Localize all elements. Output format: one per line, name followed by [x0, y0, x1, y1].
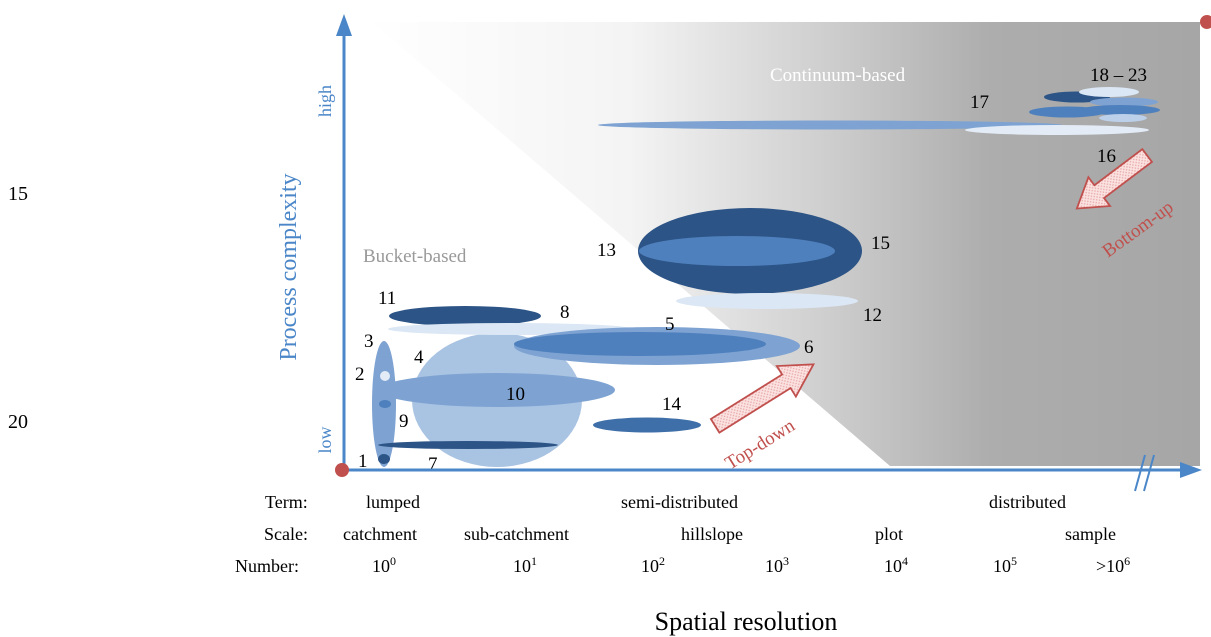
axis-break-mark-2: [1143, 454, 1155, 492]
corner-dot: [1200, 15, 1211, 29]
scale-sample: sample: [1065, 524, 1116, 544]
model-23-ellipse: [1099, 114, 1147, 122]
x-axis-title: Spatial resolution: [655, 607, 838, 636]
scale-catchment: catchment: [343, 524, 417, 544]
model-label-12: 12: [863, 305, 882, 326]
model-label-5: 5: [665, 314, 675, 335]
model-2-dot: [380, 371, 390, 381]
model-20-ellipse: [1090, 97, 1158, 107]
model-19-ellipse: [1079, 87, 1139, 97]
model-5-ellipse: [514, 332, 766, 356]
y-axis-high-label: high: [315, 85, 335, 117]
model-label-1: 1: [358, 451, 368, 472]
y-axis-title: Process complexity: [276, 173, 302, 360]
number-1e5: 105: [993, 554, 1017, 576]
scale-sub-catchment: sub-catchment: [464, 524, 569, 544]
model-11-ellipse: [389, 306, 541, 326]
model-label-4: 4: [414, 347, 424, 368]
term-row: Term: lumped semi-distributed distribute…: [265, 492, 1066, 512]
line-number-20: 20: [8, 411, 28, 433]
number-1e4: 104: [884, 554, 908, 576]
top-down-arrow: [709, 363, 816, 434]
bottom-up-arrow: [1075, 147, 1154, 210]
model-label-13: 13: [597, 240, 616, 261]
model-label-8: 8: [560, 302, 570, 323]
model-22-ellipse: [1080, 105, 1160, 115]
bucket-label: Bucket-based: [363, 246, 467, 267]
model-label-9: 9: [399, 411, 409, 432]
model-16-ellipse: [965, 125, 1149, 135]
scale-row: Scale: catchment sub-catchment hillslope…: [264, 524, 1116, 544]
number-1e2: 102: [641, 554, 665, 576]
axis-break-mark-1: [1134, 454, 1146, 492]
term-row-label: Term:: [265, 492, 308, 512]
model-label-10: 10: [506, 384, 525, 405]
model-14-ellipse: [593, 417, 701, 433]
y-axis-arrowhead: [336, 14, 352, 36]
model-1-dot: [378, 454, 390, 464]
model-9-dot: [379, 400, 391, 408]
term-distributed: distributed: [989, 492, 1066, 512]
model-17-ellipse: [598, 120, 1062, 130]
model-label-2: 2: [355, 364, 365, 385]
model-10-ellipse: [379, 373, 615, 407]
origin-dot: [335, 463, 349, 477]
model-label-17: 17: [970, 92, 989, 113]
number-1e3: 103: [765, 554, 789, 576]
number-row: Number: 100 101 102 103 104 105 >106: [235, 554, 1130, 576]
term-semi-distributed: semi-distributed: [621, 492, 738, 512]
number-gt-1e6: >106: [1096, 554, 1130, 576]
number-1e1: 101: [513, 554, 537, 576]
model-12-ellipse: [676, 293, 858, 309]
x-axis-arrowhead: [1180, 462, 1202, 478]
model-label-11: 11: [378, 288, 396, 309]
model-label-7: 7: [428, 454, 438, 475]
model-label-16: 16: [1097, 146, 1116, 167]
line-number-15: 15: [8, 183, 28, 205]
term-lumped: lumped: [366, 492, 420, 512]
number-row-label: Number:: [235, 556, 299, 576]
model-13-15-inner-ellipse: [639, 236, 835, 266]
scale-hillslope: hillslope: [681, 524, 743, 544]
scale-row-label: Scale:: [264, 524, 308, 544]
y-axis-low-label: low: [315, 426, 335, 453]
model-label-14: 14: [662, 394, 682, 415]
model-label-18-23: 18 – 23: [1090, 65, 1147, 86]
model-label-3: 3: [364, 331, 374, 352]
scale-plot: plot: [875, 524, 903, 544]
model-7-ellipse: [378, 441, 558, 449]
model-label-6: 6: [804, 337, 814, 358]
model-label-15: 15: [871, 233, 890, 254]
continuum-label: Continuum-based: [770, 65, 906, 86]
number-1e0: 100: [372, 554, 396, 576]
